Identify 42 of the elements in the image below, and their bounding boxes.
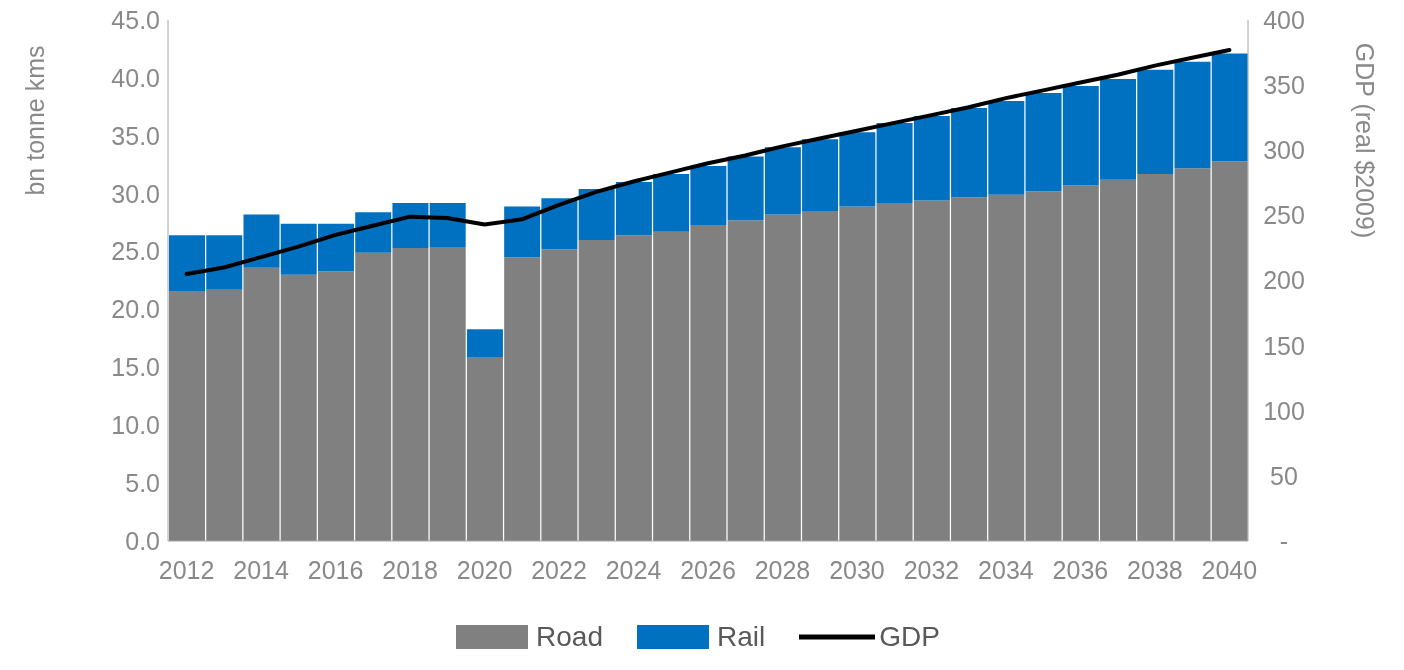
y2-tick-label: -	[1279, 526, 1289, 555]
y-tick-label: 25.0	[111, 237, 160, 266]
y2-tick-label: 100	[1263, 396, 1305, 425]
y2-tick-label: 150	[1263, 331, 1305, 360]
x-tick-label: 2036	[1052, 555, 1109, 584]
y2-tick-label: 300	[1263, 136, 1305, 165]
y2-tick-label: 350	[1263, 71, 1305, 99]
x-tick-label: 2032	[903, 555, 960, 584]
legend-label: GDP	[879, 621, 940, 653]
legend-label: Road	[536, 621, 603, 653]
y2-tick-label: 400	[1263, 5, 1305, 34]
y-tick-label: 40.0	[111, 63, 160, 92]
y-tick-label: 35.0	[111, 121, 160, 150]
x-tick-label: 2022	[531, 555, 587, 584]
x-tick-label: 2014	[233, 555, 289, 584]
y-tick-label: 10.0	[111, 411, 160, 440]
y2-tick-label: 50	[1270, 461, 1298, 490]
legend-label: Rail	[717, 621, 766, 653]
x-tick-label: 2012	[158, 555, 215, 584]
y2-axis-title: GDP (real $2009)	[1351, 42, 1380, 239]
line-series	[184, 47, 1232, 276]
x-tick-label: 2038	[1127, 555, 1183, 584]
x-tick-label: 2018	[382, 555, 438, 584]
y-axis-title: bn tonne kms	[20, 45, 49, 196]
y-tick-label: 30.0	[111, 179, 160, 208]
x-tick-label: 2016	[307, 555, 364, 584]
y-tick-label: 0.0	[125, 526, 160, 555]
x-tick-label: 2030	[829, 555, 885, 584]
y-tick-label: 20.0	[111, 295, 160, 324]
x-tick-label: 2034	[978, 555, 1034, 584]
x-tick-label: 2020	[456, 555, 513, 584]
x-tick-label: 2024	[605, 555, 662, 584]
bar	[429, 202, 466, 247]
y-tick-label: 45.0	[111, 5, 160, 34]
x-tick-label: 2026	[680, 555, 736, 584]
y-tick-label: 15.0	[111, 353, 160, 382]
y-tick-label: 5.0	[125, 468, 160, 497]
x-tick-label: 2028	[754, 555, 811, 584]
x-tick-label: 2040	[1201, 555, 1258, 584]
bar	[466, 329, 503, 357]
y2-tick-label: 200	[1263, 266, 1305, 295]
y2-tick-label: 250	[1263, 201, 1305, 230]
